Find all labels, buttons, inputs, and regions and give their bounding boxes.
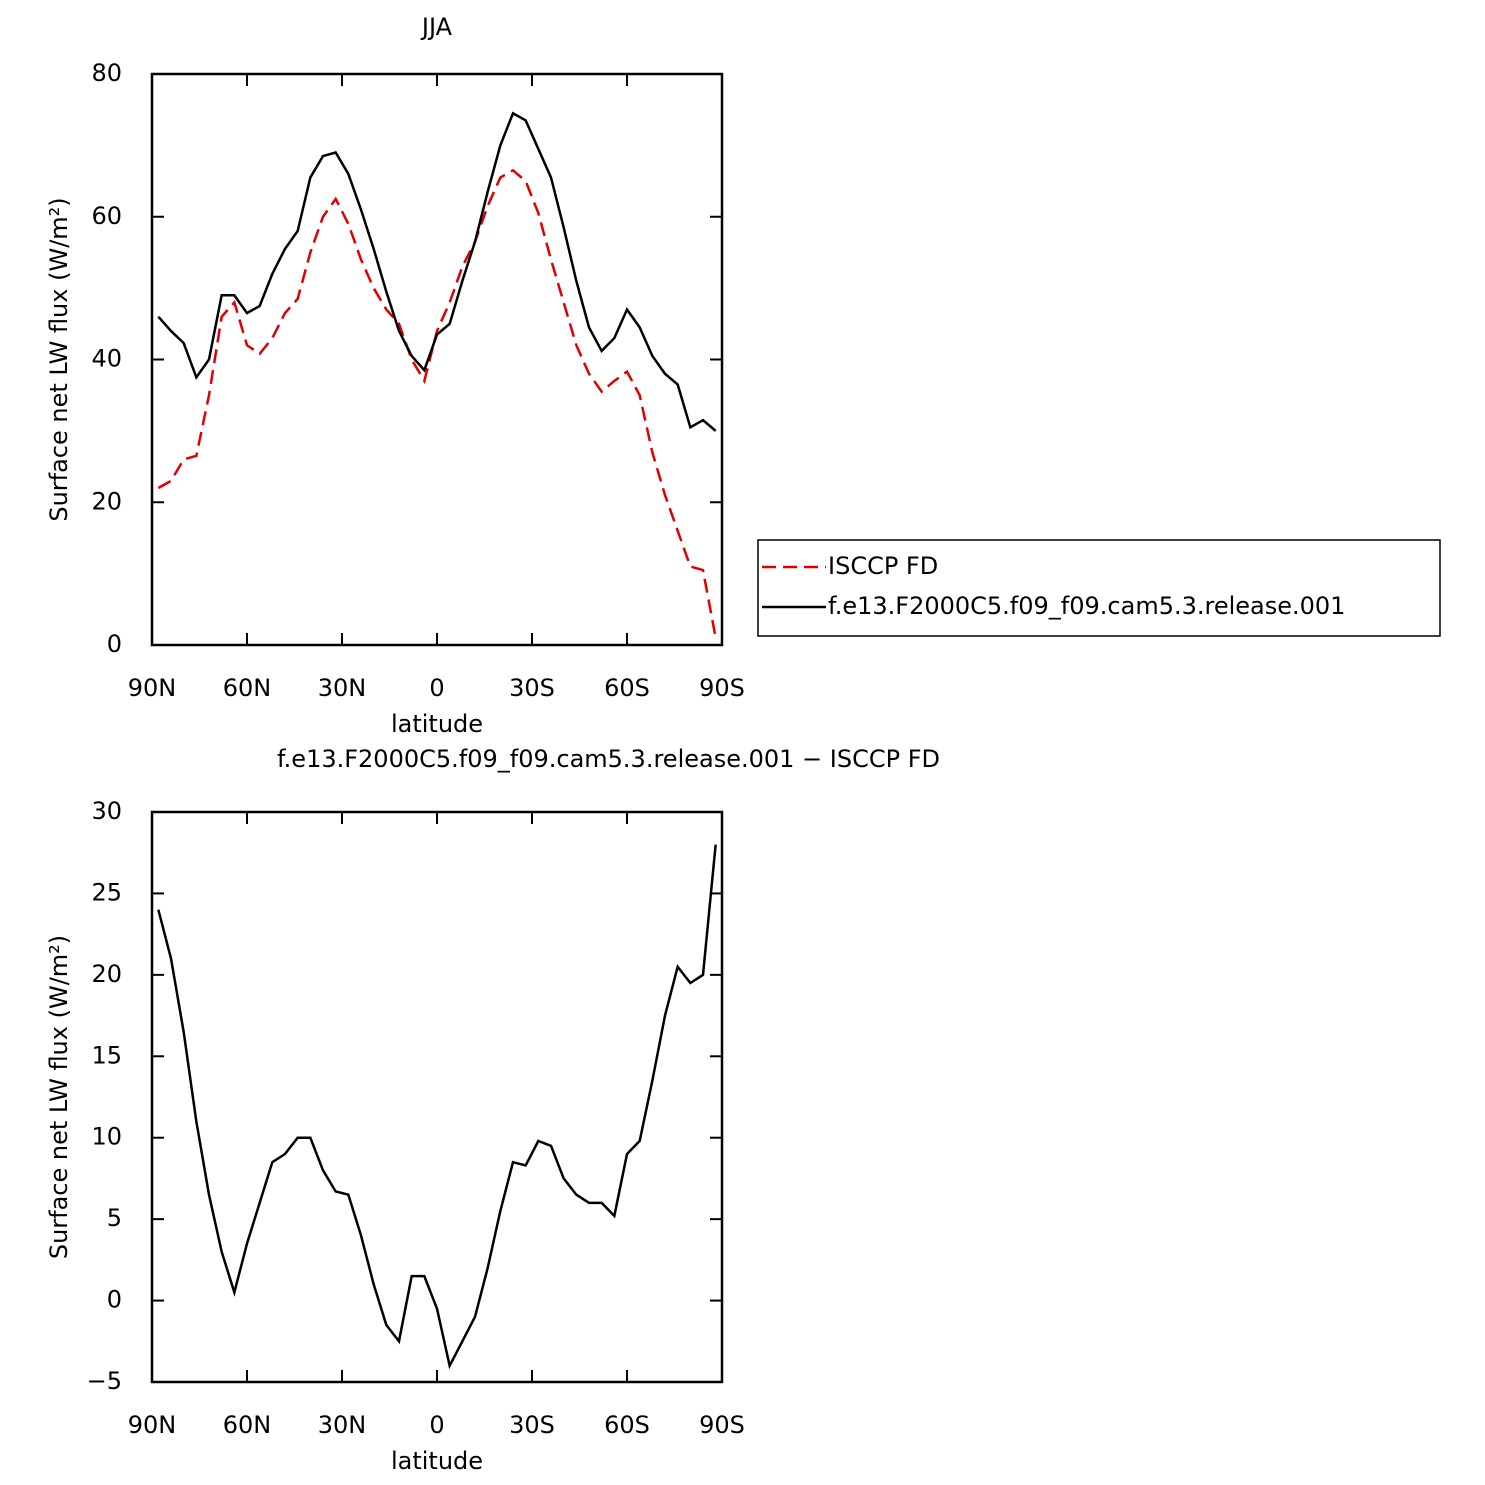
x-tick-label: 90S (699, 1411, 745, 1439)
x-tick-label: 60S (604, 674, 650, 702)
x-tick-label: 30S (509, 1411, 555, 1439)
y-tick-label: 10 (91, 1123, 122, 1151)
y-tick-label: −5 (87, 1367, 122, 1395)
y-tick-label: 20 (91, 487, 122, 515)
y-tick-label: 60 (91, 202, 122, 230)
x-tick-label: 30N (318, 674, 367, 702)
y-tick-label: 0 (107, 1286, 122, 1314)
y-tick-label: 40 (91, 345, 122, 373)
legend-label: ISCCP FD (828, 552, 938, 580)
legend-box (757, 539, 1441, 637)
x-tick-label: 60N (223, 1411, 272, 1439)
chart-title: f.e13.F2000C5.f09_f09.cam5.3.release.001… (277, 745, 940, 773)
plot-frame (150, 810, 724, 1384)
x-tick-label: 90N (128, 1411, 177, 1439)
x-axis-label: latitude (391, 1447, 483, 1475)
plot-frame (150, 72, 724, 647)
data-line (157, 844, 717, 1370)
x-tick-label: 0 (429, 1411, 444, 1439)
x-tick-label: 30N (318, 1411, 367, 1439)
x-tick-label: 30S (509, 674, 555, 702)
x-tick-label: 90S (699, 674, 745, 702)
y-axis-label: Surface net LW flux (W/m²) (45, 197, 73, 521)
x-tick-label: 60N (223, 674, 272, 702)
y-tick-label: 80 (91, 59, 122, 87)
x-axis-label: latitude (391, 710, 483, 738)
y-tick-label: 15 (91, 1041, 122, 1069)
x-tick-label: 60S (604, 1411, 650, 1439)
data-line (157, 111, 717, 432)
y-tick-label: 5 (107, 1204, 122, 1232)
legend-label: f.e13.F2000C5.f09_f09.cam5.3.release.001 (828, 592, 1345, 620)
y-tick-label: 0 (107, 630, 122, 658)
data-line (157, 168, 717, 639)
y-tick-label: 20 (91, 960, 122, 988)
y-tick-label: 25 (91, 878, 122, 906)
y-axis-label: Surface net LW flux (W/m²) (45, 935, 73, 1259)
x-tick-label: 0 (429, 674, 444, 702)
y-tick-label: 30 (91, 797, 122, 825)
x-tick-label: 90N (128, 674, 177, 702)
chart-title: JJA (420, 13, 453, 41)
